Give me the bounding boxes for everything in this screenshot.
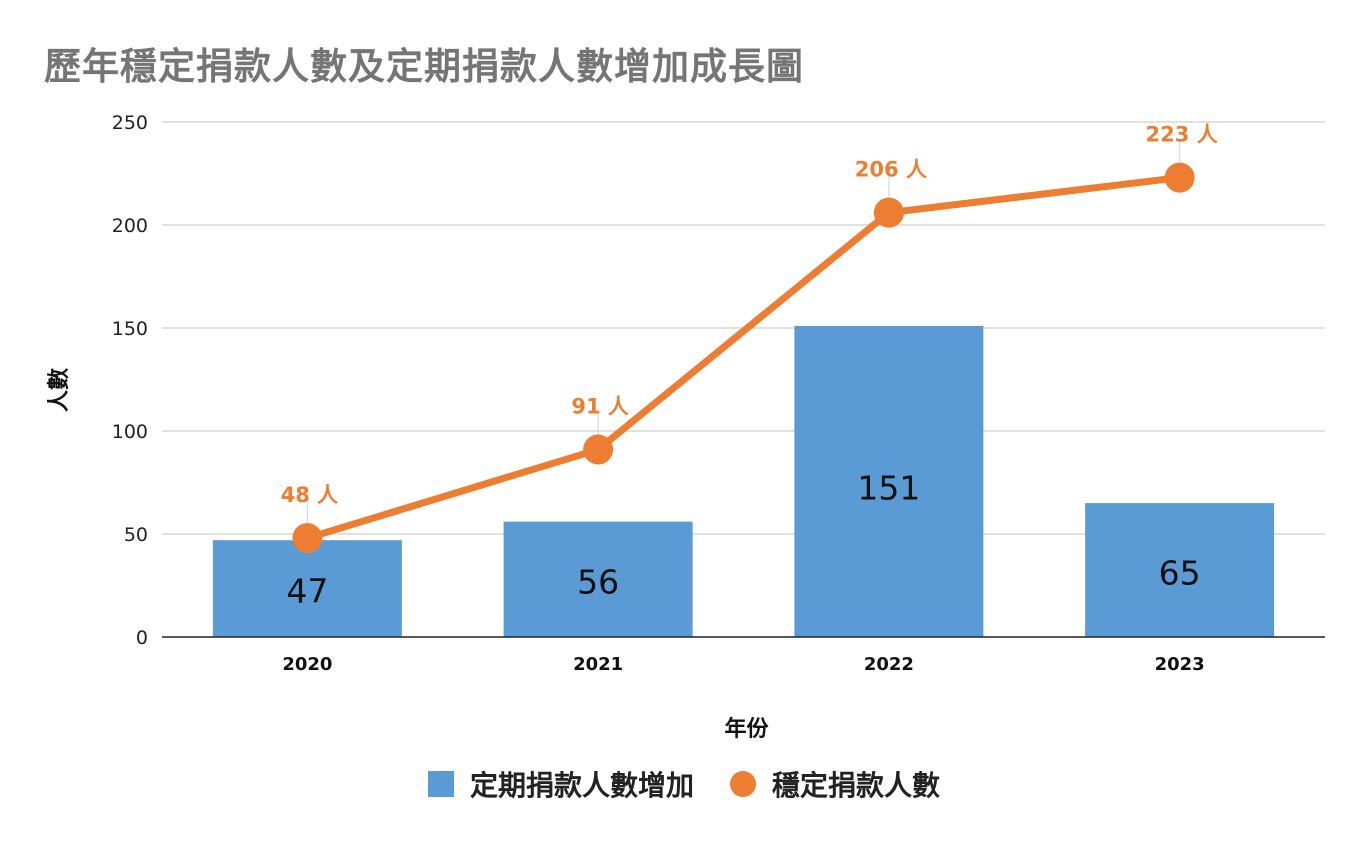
- bar-data-label: 47: [286, 572, 328, 611]
- line-point: [583, 434, 614, 465]
- line-data-label: 48 人: [281, 483, 339, 507]
- bar-data-label: 151: [857, 469, 920, 508]
- x-tick-label: 2022: [864, 654, 914, 675]
- line-data-label: 223 人: [1146, 123, 1218, 147]
- line-point: [1164, 162, 1195, 193]
- legend-item-bar[interactable]: 定期捐款人數增加: [427, 764, 694, 804]
- bar: [1085, 503, 1275, 637]
- chart-title: 歷年穩定捐款人數及定期捐款人數增加成長圖: [44, 45, 804, 88]
- line-series-path: [303, 174, 1184, 542]
- y-tick-label: 200: [112, 215, 148, 237]
- bar: [503, 521, 693, 637]
- bar: [794, 325, 984, 637]
- y-tick-label: 0: [136, 627, 148, 649]
- x-axis-title: 年份: [724, 716, 769, 742]
- y-tick-label: 100: [112, 421, 148, 443]
- y-tick-label: 50: [124, 524, 148, 546]
- legend-swatch-circle: [730, 771, 756, 797]
- y-axis-title: 人數: [47, 368, 72, 412]
- line-data-label: 91 人: [571, 395, 629, 419]
- x-tick-label: 2020: [282, 654, 332, 675]
- legend-item-line[interactable]: 穩定捐款人數: [730, 764, 940, 804]
- legend-label-bar: 定期捐款人數增加: [469, 769, 694, 802]
- y-tick-label: 150: [112, 318, 148, 340]
- bar-data-label: 56: [577, 563, 619, 602]
- line-data-label: 206 人: [855, 158, 927, 182]
- x-tick-label: 2021: [573, 654, 623, 675]
- legend-label-line: 穩定捐款人數: [772, 769, 941, 802]
- legend: 定期捐款人數增加 穩定捐款人數: [0, 764, 1368, 804]
- line-point: [292, 523, 323, 554]
- y-tick-label: 250: [112, 112, 148, 134]
- legend-swatch-square: [427, 771, 454, 797]
- bar-data-label: 65: [1159, 554, 1201, 593]
- x-tick-label: 2023: [1155, 654, 1205, 675]
- bar: [212, 540, 402, 637]
- line-point: [873, 197, 904, 228]
